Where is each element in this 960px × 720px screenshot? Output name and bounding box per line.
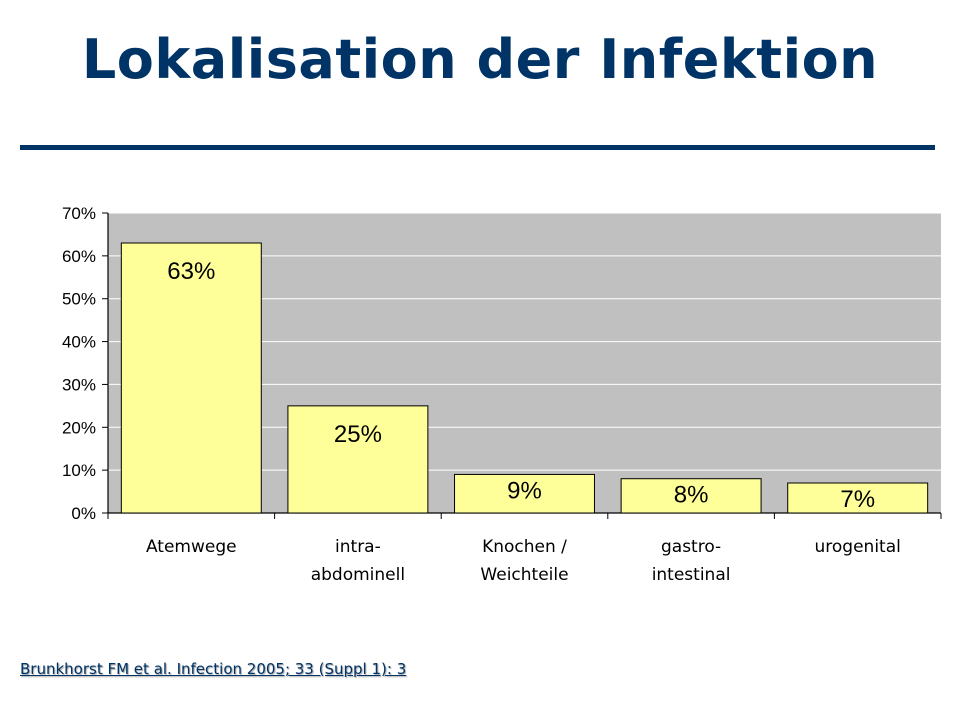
y-tick-label: 10% bbox=[62, 461, 96, 480]
y-tick-label: 60% bbox=[62, 247, 96, 266]
source-citation-link[interactable]: Brunkhorst FM et al. Infection 2005; 33 … bbox=[20, 660, 407, 678]
category-label: urogenital bbox=[815, 537, 901, 557]
data-label: 63% bbox=[167, 258, 215, 285]
y-tick-label: 0% bbox=[71, 504, 96, 523]
category-label: intestinal bbox=[652, 565, 731, 585]
bar-chart: 0% 10% 20% 30% 40% 50% 60% 70% 63% 25% 9% 8% 7% Ate… bbox=[62, 204, 942, 585]
bar bbox=[620, 478, 762, 514]
category-label: Atemwege bbox=[146, 537, 237, 557]
category-label: abdominell bbox=[311, 565, 405, 585]
slide-title: Lokalisation der Infektion bbox=[81, 28, 879, 91]
data-label: 9% bbox=[507, 477, 542, 504]
title-divider bbox=[20, 145, 935, 150]
category-label: intra- bbox=[335, 537, 381, 557]
bars bbox=[120, 242, 929, 514]
y-tick-labels: 0% 10% 20% 30% 40% 50% 60% 70% bbox=[62, 204, 96, 523]
y-tick-label: 40% bbox=[62, 333, 96, 352]
data-label: 8% bbox=[674, 482, 709, 509]
y-tick-label: 70% bbox=[62, 204, 96, 223]
data-label: 25% bbox=[334, 421, 382, 448]
bar bbox=[120, 242, 262, 514]
category-label: Weichteile bbox=[480, 565, 568, 585]
bar bbox=[454, 473, 595, 514]
y-tick-label: 20% bbox=[62, 418, 96, 437]
data-labels: 63% 25% 9% 8% 7% bbox=[167, 258, 875, 513]
bar bbox=[787, 482, 929, 514]
y-tick-label: 50% bbox=[62, 290, 96, 309]
data-label: 7% bbox=[840, 486, 875, 513]
y-tick-label: 30% bbox=[62, 375, 96, 394]
category-label: gastro- bbox=[661, 537, 721, 557]
category-label: Knochen / bbox=[482, 537, 567, 557]
bar bbox=[287, 405, 429, 514]
category-labels: Atemwege intra-abdominell Knochen / Weichte… bbox=[146, 537, 901, 585]
